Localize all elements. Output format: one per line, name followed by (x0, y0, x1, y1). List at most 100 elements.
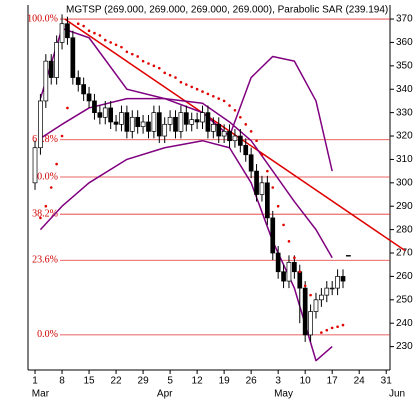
y-tick-label: 340 (396, 84, 413, 95)
candle-body (205, 112, 211, 132)
x-tick-label: 22 (111, 376, 123, 387)
sar-dot (217, 97, 221, 100)
month-label: Apr (157, 389, 173, 400)
sar-dot (157, 66, 161, 70)
y-tick-label: 240 (396, 318, 413, 329)
candle-body (32, 147, 38, 184)
sar-dot (325, 328, 329, 332)
y-tick-label: 270 (396, 248, 413, 259)
y-tick-label: 260 (396, 271, 413, 282)
candle-body (265, 182, 270, 219)
candle-body (243, 145, 249, 156)
y-tick-label: 230 (396, 341, 413, 352)
chart-title: MGTSP (269.000, 269.000, 269.000, 269.00… (66, 5, 388, 16)
month-label: May (274, 389, 293, 400)
candle-body (151, 112, 157, 132)
sar-dot (93, 31, 96, 35)
sar-dot (239, 116, 242, 119)
y-tick-label: 360 (396, 37, 413, 48)
candle-body (324, 287, 330, 296)
candle-body (259, 182, 265, 195)
candle-body (194, 119, 200, 123)
candle-body (227, 130, 232, 142)
x-tick-label: 31 (381, 376, 393, 387)
sar-dot (152, 64, 156, 68)
sar-dot (222, 99, 226, 103)
candle-body (173, 116, 178, 132)
y-tick-label: 280 (396, 224, 413, 235)
sar-dot (212, 94, 215, 98)
candle-body (119, 112, 124, 125)
sar-dot (44, 204, 48, 208)
sar-dot (233, 108, 237, 112)
candle-body (335, 276, 340, 289)
candle-body (286, 262, 292, 282)
candle-body (70, 37, 76, 78)
candle-body (275, 252, 281, 273)
x-tick-label: 10 (300, 376, 312, 387)
candle-body (156, 112, 162, 137)
fib-label: 38.2% (32, 208, 58, 219)
x-tick-label: 8 (59, 376, 65, 387)
y-tick-label: 290 (396, 201, 413, 212)
bollinger-middle (40, 97, 333, 259)
fib-label: 50.0% (32, 171, 58, 182)
candle-body (254, 170, 259, 195)
sar-dot (168, 73, 172, 77)
sar-dot (136, 55, 139, 58)
x-tick-label: 19 (219, 376, 231, 387)
candle-body (313, 299, 319, 312)
candle-body (113, 121, 119, 125)
candle-body (167, 116, 173, 125)
candle-body (108, 107, 114, 123)
y-tick-label: 330 (396, 107, 413, 118)
candle-body (346, 255, 351, 257)
sar-dot (336, 325, 339, 329)
fib-label: 0.0% (37, 329, 58, 340)
candle-body (129, 116, 135, 132)
candle-body (183, 112, 189, 125)
y-tick-label: 300 (396, 177, 413, 188)
candle-body (308, 311, 313, 336)
sar-dot (120, 45, 123, 49)
sar-dot (341, 323, 345, 327)
candle-body (38, 100, 43, 149)
sar-dot (179, 80, 183, 84)
sar-dot (66, 106, 69, 110)
sar-dot (228, 104, 231, 107)
candle-body (200, 112, 205, 123)
sar-dot (330, 326, 334, 330)
candle-body (146, 121, 151, 132)
candle-body (302, 287, 308, 336)
candle-body (340, 276, 346, 282)
y-tick-label: 320 (396, 131, 413, 142)
sar-dot (260, 153, 264, 157)
y-tick-label: 250 (396, 294, 413, 305)
sar-dot (109, 41, 112, 44)
candle-body (216, 123, 222, 137)
candle-body (297, 271, 303, 289)
sar-dot (201, 90, 204, 93)
candle-body (135, 116, 141, 128)
month-label: Mar (32, 389, 50, 400)
sar-dot (147, 62, 150, 65)
x-tick-label: 29 (138, 376, 150, 387)
candle-body (81, 84, 87, 95)
candle-body (140, 121, 146, 128)
sar-dot (303, 284, 307, 288)
candle-body (75, 77, 81, 85)
candle-body (210, 123, 216, 132)
candle-body (92, 100, 97, 113)
x-tick-label: 17 (327, 376, 339, 387)
fib-label: 23.6% (32, 255, 58, 266)
candle-body (329, 287, 335, 290)
sar-dot (82, 24, 85, 28)
sar-dot (293, 256, 296, 259)
candle-body (319, 294, 324, 301)
sar-dot (125, 50, 129, 54)
candle-body (189, 119, 195, 125)
sar-dot (55, 162, 58, 166)
sar-dot (287, 240, 291, 243)
candle-body (86, 93, 92, 102)
